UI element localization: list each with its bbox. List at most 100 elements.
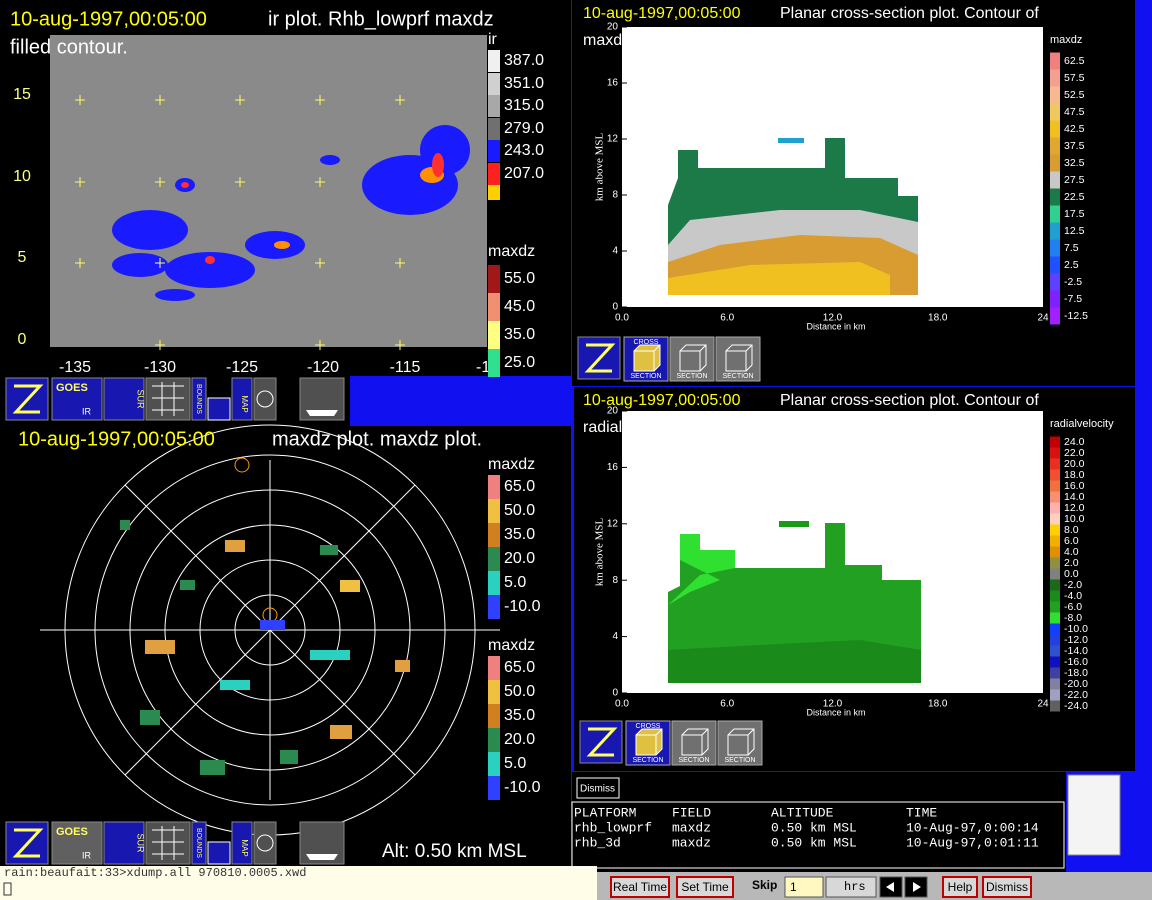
x-label: -115 — [390, 359, 421, 376]
legend-swatch — [1050, 601, 1060, 613]
unit-button[interactable] — [825, 876, 877, 898]
sur-button — [103, 821, 145, 865]
cross-section-button — [717, 720, 763, 766]
legend-swatch — [1050, 700, 1060, 712]
legend-label: 24.0 — [1064, 436, 1085, 448]
grid-cross — [315, 177, 325, 187]
legend-swatch — [1050, 667, 1060, 679]
legend-swatch — [1050, 52, 1060, 70]
skip-value: 1 — [790, 880, 797, 894]
legend-swatch — [1050, 678, 1060, 690]
real-time-button[interactable] — [610, 876, 670, 898]
table-cell: 0.50 km MSL — [771, 835, 857, 850]
y-label: 15 — [13, 86, 31, 103]
table-header: PLATFORM — [574, 805, 636, 820]
ir-label: IR — [82, 850, 92, 860]
legend-label: 42.5 — [1064, 123, 1085, 135]
legend-swatch — [1050, 568, 1060, 580]
table-cell: maxdz — [672, 820, 711, 835]
x-tick-label: 12.0 — [823, 313, 843, 324]
legend-swatch — [488, 656, 500, 680]
table-header: ALTITUDE — [771, 805, 834, 820]
legend-label: 4.0 — [1064, 546, 1079, 558]
legend-swatch — [1050, 307, 1060, 325]
map-button — [231, 377, 253, 421]
wheel-icon — [256, 390, 274, 408]
set-time-button[interactable] — [676, 876, 734, 898]
y-axis-label: km above MSL — [594, 133, 606, 202]
grid-cross — [395, 258, 405, 268]
table-cell: 10-Aug-97,0:00:14 — [906, 820, 1039, 835]
legend-swatch — [488, 50, 500, 72]
legend-label: 6.0 — [1064, 535, 1079, 547]
legend-label: 16.0 — [1064, 480, 1085, 492]
legend-label: 5.0 — [504, 755, 526, 772]
legend-label: 387.0 — [504, 52, 544, 69]
table-cell: maxdz — [672, 835, 711, 850]
legend-swatch — [488, 140, 500, 162]
legend-swatch — [1050, 290, 1060, 308]
x-label: -120 — [307, 359, 339, 376]
unit-label: hrs — [844, 880, 866, 894]
legend-label: 2.5 — [1064, 259, 1079, 271]
dismiss-bottom-button[interactable] — [982, 876, 1032, 898]
legend-label: 25.0 — [504, 354, 535, 371]
legend-label: -12.5 — [1064, 310, 1088, 322]
x-tick-label: 18.0 — [928, 313, 948, 324]
legend-swatch — [488, 73, 500, 95]
legend-swatch — [488, 728, 500, 752]
legend-title: maxdz — [488, 456, 535, 473]
grid-cross — [75, 95, 85, 105]
cube-icon — [633, 344, 661, 372]
real-time-button-label: Real Time — [613, 880, 667, 894]
goes-label: GOES — [56, 826, 88, 838]
legend-label: 65.0 — [504, 659, 535, 676]
y-tick-label: 8 — [612, 190, 618, 201]
ship-icon — [306, 854, 338, 860]
y-tick-label: 20 — [607, 22, 619, 33]
legend-label: 10.0 — [1064, 513, 1085, 525]
legend-swatch — [1050, 557, 1060, 569]
legend-swatch — [1050, 86, 1060, 104]
panel-title: Planar cross-section plot. Contour of — [780, 5, 1039, 22]
table-button — [207, 397, 231, 421]
dismiss-button[interactable] — [576, 777, 620, 799]
legend-swatch — [1050, 645, 1060, 657]
panel-title: ir plot. Rhb_lowprf maxdz — [268, 8, 494, 30]
legend-swatch — [1050, 469, 1060, 481]
bounds-button — [191, 377, 207, 421]
legend-swatch — [1050, 137, 1060, 155]
legend-label: 243.0 — [504, 142, 544, 159]
prev-arrow — [886, 882, 894, 892]
x-tick-label: 6.0 — [720, 699, 734, 710]
y-label: 5 — [18, 249, 27, 266]
legend-label: 8.0 — [1064, 524, 1079, 536]
dismiss-bottom-button-label: Dismiss — [986, 880, 1028, 894]
dismiss-label: Dismiss — [580, 784, 615, 795]
logo-z — [584, 343, 616, 373]
legend-label: -2.5 — [1064, 276, 1082, 288]
terminal — [0, 866, 597, 900]
cube-icon — [635, 728, 663, 756]
cross-section-button — [669, 336, 715, 382]
legend-label: 20.0 — [504, 550, 535, 567]
title-time: 10-aug-1997,00:05:00 — [583, 5, 741, 22]
panel-subtitle: radialvelocity using: rhb_3d. — [583, 419, 781, 436]
wheel-icon — [256, 834, 274, 852]
skip-input[interactable] — [784, 876, 824, 898]
button-label: SECTION — [722, 373, 753, 380]
help-button[interactable] — [942, 876, 978, 898]
grid-cross — [75, 177, 85, 187]
panel-subtitle: maxdz using: rhb_3d. — [583, 32, 736, 49]
x-tick-label: 0.0 — [615, 313, 629, 324]
cross-section-button — [671, 720, 717, 766]
grid-cross — [235, 177, 245, 187]
legend-title: maxdz — [488, 243, 535, 260]
grid-button — [145, 821, 191, 865]
y-tick-label: 4 — [612, 246, 618, 257]
x-tick-label: 24 — [1037, 313, 1049, 324]
x-label: -125 — [226, 359, 258, 376]
legend-swatch — [1050, 546, 1060, 558]
legend-label: -10.0 — [504, 779, 541, 796]
